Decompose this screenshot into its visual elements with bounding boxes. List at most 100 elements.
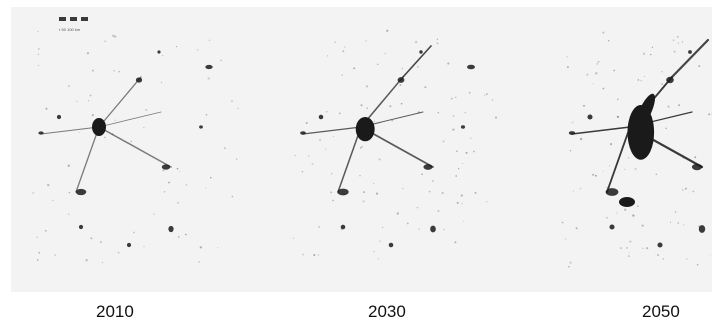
settlement-dot [624,169,625,170]
settlement-dot [143,127,144,128]
settlement-dot [626,247,628,249]
settlement-dot [461,194,463,196]
settlement-dot [486,93,488,95]
settlement-dot [437,38,439,40]
settlement-dot [334,41,335,42]
settlement-dot [603,171,604,172]
settlement-dot [366,40,367,41]
settlement-dot [312,163,314,165]
settlement-dot [642,248,643,249]
settlement-dot [295,155,296,156]
settlement-dot [562,222,564,224]
settlement-dot [454,241,456,243]
settlement-dot [576,227,578,229]
settlement-dot [628,252,629,253]
settlement-dot [495,117,497,119]
corridor-line [41,127,99,134]
settlement-dot [318,226,320,228]
settlement-dot [231,100,233,102]
settlement-dot [210,177,212,179]
settlement-dot [417,207,419,209]
settlement-dot [45,230,47,232]
town-patch [319,115,324,120]
town-patch [419,50,422,53]
town-patch [688,50,692,54]
settlement-dot [567,66,569,68]
map-panel-2030 [293,30,497,260]
town-patch [467,65,475,70]
settlement-dot [424,86,426,88]
settlement-dot [118,252,120,254]
settlement-dot [362,146,363,147]
settlement-dot [610,143,612,145]
settlement-dot [206,114,208,116]
settlement-dot [573,121,574,122]
settlement-dot [609,165,610,166]
settlement-dot [366,85,368,87]
settlement-dot [598,61,600,63]
settlement-dot [143,246,144,247]
settlement-dot [682,189,684,191]
settlement-dot [632,214,634,216]
settlement-dot [606,217,608,219]
settlement-dot [677,222,678,223]
settlement-dot [344,46,345,47]
settlement-dot [650,54,651,55]
town-patch [692,164,702,170]
settlement-dot [177,168,179,170]
settlement-dot [186,184,187,185]
settlement-dot [682,41,683,42]
settlement-dot [37,31,38,32]
settlement-dot [200,246,202,248]
settlement-dot [161,82,162,83]
settlement-dot [360,104,362,106]
settlement-dot [397,212,399,214]
settlement-dot [197,49,199,51]
settlement-dot [185,234,187,236]
settlement-dot [635,168,637,170]
settlement-dot [613,70,615,72]
corridor-line [672,40,708,77]
settlement-dot [353,67,355,69]
settlement-dot [376,192,378,194]
settlement-dot [617,98,619,100]
corridor-line [76,127,99,192]
settlement-dot [692,191,694,193]
settlement-dot [326,111,327,112]
settlement-dot [663,258,664,259]
settlement-dot [474,192,476,194]
town-patch [461,125,465,128]
settlement-dot [367,108,368,109]
settlement-dot [670,222,671,223]
settlement-dot [617,116,619,118]
settlement-dot [385,53,386,54]
settlement-dot [616,213,617,214]
year-label-2050: 2050 [642,302,680,322]
settlement-dot [68,214,69,215]
settlement-dot [401,103,403,105]
town-patch [57,115,61,119]
town-patch [168,226,173,232]
settlement-dot [661,71,662,72]
settlement-dot [224,147,226,149]
settlement-dot [628,157,629,158]
settlement-dot [386,30,388,32]
settlement-dot [451,98,453,100]
settlement-dot [644,76,645,77]
settlement-dot [342,50,344,52]
settlement-dot [90,237,92,239]
settlement-dot [176,46,177,47]
town-patch [666,77,674,83]
settlement-dot [32,192,34,194]
corridor-line [99,127,171,167]
settlement-dot [652,47,653,48]
settlement-dot [470,137,471,138]
town-patch [162,164,170,169]
settlement-dot [37,259,39,261]
settlement-dot [456,150,457,151]
settlement-dot [402,68,403,69]
settlement-dot [339,113,341,115]
settlement-dot [484,95,485,96]
settlement-dot [333,136,334,137]
settlement-dot [378,258,380,260]
